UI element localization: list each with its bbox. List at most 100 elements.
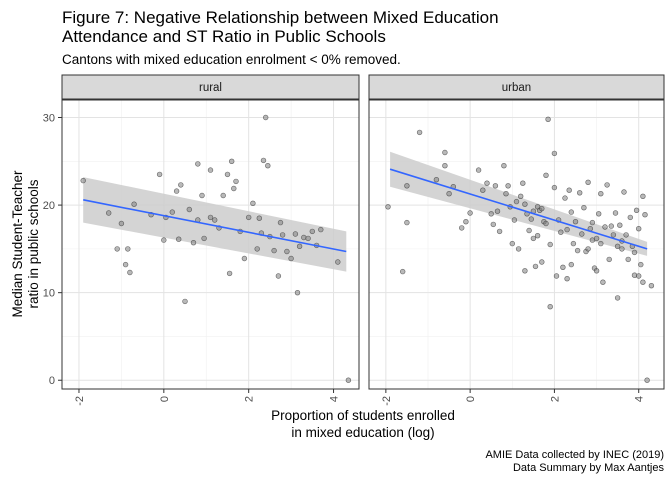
data-point — [492, 183, 499, 189]
data-point — [318, 226, 324, 233]
x-tick-label: -2 — [381, 396, 393, 406]
data-point — [551, 150, 558, 157]
data-point — [260, 157, 267, 164]
data-point — [627, 214, 633, 221]
strip-label-urban: urban — [502, 82, 531, 94]
data-point — [467, 210, 473, 216]
x-tick-label: 2 — [244, 396, 256, 402]
x-tick-label: -2 — [74, 396, 86, 406]
data-point — [496, 228, 503, 235]
x-tick-label: 2 — [549, 396, 561, 402]
data-point — [648, 283, 655, 289]
data-point — [564, 226, 570, 233]
data-point — [640, 279, 646, 285]
data-point — [553, 273, 560, 279]
data-point — [80, 177, 86, 184]
data-point — [511, 217, 518, 223]
data-point — [226, 270, 233, 277]
data-point — [416, 129, 423, 136]
data-point — [589, 237, 596, 243]
data-point — [621, 189, 627, 195]
data-point — [309, 228, 315, 235]
strip-rural — [61, 74, 360, 100]
data-point — [558, 229, 564, 235]
data-point — [490, 221, 496, 228]
data-point — [625, 256, 631, 263]
panel-border — [61, 99, 360, 390]
data-point — [182, 298, 188, 305]
data-point — [612, 210, 619, 216]
data-point — [633, 207, 640, 214]
data-point — [301, 234, 307, 241]
data-point — [296, 243, 303, 250]
data-point — [173, 188, 180, 194]
data-point — [589, 219, 596, 226]
data-point — [475, 167, 482, 173]
data-point — [515, 246, 522, 252]
data-point — [640, 193, 646, 200]
y-tick-label: 20 — [43, 200, 55, 212]
data-point — [169, 209, 176, 215]
data-point — [547, 304, 553, 310]
data-point — [207, 167, 214, 173]
data-point — [190, 240, 197, 246]
data-point — [186, 206, 193, 213]
data-point — [642, 212, 648, 218]
chart-title-line-2: Attendance and ST Ratio in Public School… — [62, 27, 386, 46]
x-axis-title-line-1: Proportion of students enrolled — [271, 408, 455, 423]
data-point — [505, 183, 511, 189]
data-point — [233, 178, 239, 185]
data-point — [635, 273, 642, 279]
data-point — [534, 233, 541, 239]
data-point — [105, 210, 112, 216]
data-point — [568, 209, 574, 215]
data-point — [614, 243, 621, 250]
data-point — [271, 247, 277, 254]
data-point — [644, 377, 650, 383]
data-point — [539, 259, 545, 265]
data-point — [195, 161, 201, 167]
data-point — [442, 149, 448, 156]
data-point — [131, 201, 137, 207]
data-point — [530, 235, 537, 242]
data-point — [543, 220, 549, 227]
data-point — [199, 192, 205, 199]
data-point — [275, 273, 282, 279]
data-point — [288, 255, 294, 262]
y-axis-title-line-1: Median Student-Teacher — [10, 170, 25, 318]
y-axis-ticks: 0 10 20 30 — [43, 113, 62, 387]
panel-border — [368, 99, 665, 390]
data-point — [522, 268, 528, 274]
x-tick-label: 0 — [159, 396, 171, 402]
data-point — [566, 187, 572, 193]
data-point — [463, 219, 469, 225]
data-point — [284, 248, 290, 255]
trend-line — [389, 168, 648, 250]
y-tick-label: 30 — [43, 113, 55, 125]
data-point — [576, 190, 583, 196]
data-point — [176, 236, 182, 242]
data-point — [598, 191, 604, 197]
data-point — [545, 116, 551, 123]
data-point — [543, 172, 549, 179]
data-point — [442, 163, 448, 169]
data-point — [532, 263, 539, 270]
x-tick-label: 0 — [465, 396, 477, 402]
data-point — [600, 279, 606, 285]
data-point — [585, 179, 591, 186]
data-point — [433, 177, 440, 183]
caption-line-2: Data Summary by Max Aantjes — [513, 462, 665, 474]
data-point — [593, 268, 600, 274]
data-point — [501, 163, 507, 169]
data-point — [161, 237, 167, 243]
y-tick-label: 0 — [49, 375, 55, 387]
data-point — [572, 219, 579, 225]
data-point — [560, 264, 566, 270]
data-point — [520, 180, 526, 186]
x-axis-ticks: -2 0 2 4 -2 0 2 4 — [74, 389, 646, 406]
facet-panel-rural: rural — [61, 74, 360, 390]
x-tick-label: 4 — [634, 396, 646, 402]
data-point — [224, 171, 231, 178]
data-point — [212, 217, 218, 223]
